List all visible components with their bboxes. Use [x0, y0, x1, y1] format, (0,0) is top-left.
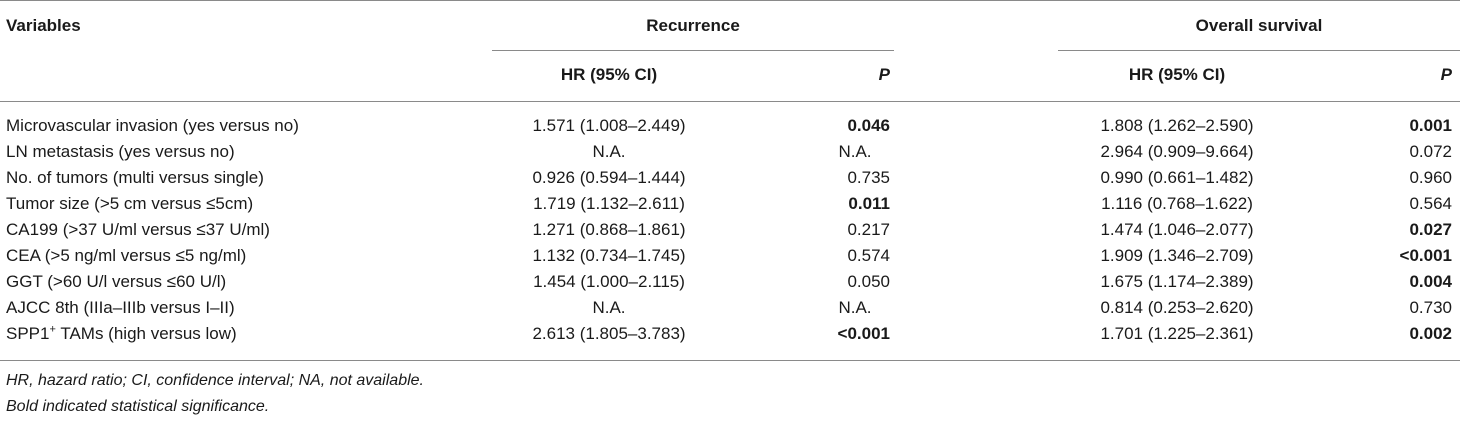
os-hr-cell: 0.814 (0.253–2.620)	[1100, 298, 1254, 317]
recurrence-p-cell: 0.050	[847, 272, 890, 291]
table-row: CA199 (>37 U/ml versus ≤37 U/ml) 1.271 (0…	[0, 217, 1460, 243]
recurrence-p-cell: 0.574	[847, 246, 890, 265]
header-os-hr: HR (95% CI)	[1128, 65, 1226, 84]
variable-cell: LN metastasis (yes versus no)	[6, 142, 235, 161]
os-p-cell: 0.027	[1409, 220, 1452, 239]
variable-cell: GGT (>60 U/l versus ≤60 U/l)	[6, 272, 227, 291]
table-row: Tumor size (>5 cm versus ≤5cm) 1.719 (1.1…	[0, 191, 1460, 217]
overall-survival-group-rule	[1058, 50, 1460, 51]
recurrence-p-cell: N.A.	[838, 142, 872, 161]
os-hr-cell: 1.474 (1.046–2.077)	[1100, 220, 1254, 239]
os-hr-cell: 1.701 (1.225–2.361)	[1100, 324, 1254, 343]
recurrence-hr-cell: 1.719 (1.132–2.611)	[533, 194, 685, 213]
os-hr-cell: 1.909 (1.346–2.709)	[1100, 246, 1254, 265]
variable-cell: Tumor size (>5 cm versus ≤5cm)	[6, 194, 254, 213]
os-hr-cell: 1.808 (1.262–2.590)	[1100, 116, 1254, 135]
variable-cell: Microvascular invasion (yes versus no)	[6, 116, 299, 135]
recurrence-p-cell: 0.735	[847, 168, 890, 187]
recurrence-hr-cell: 1.132 (0.734–1.745)	[532, 246, 686, 265]
recurrence-p-cell: 0.011	[848, 194, 890, 213]
recurrence-hr-cell: 1.571 (1.008–2.449)	[532, 116, 686, 135]
os-hr-cell: 1.675 (1.174–2.389)	[1100, 272, 1254, 291]
header-bottom-rule	[0, 101, 1460, 102]
os-p-cell: 0.004	[1409, 272, 1452, 291]
recurrence-p-cell: 0.217	[847, 220, 890, 239]
header-overall-survival: Overall survival	[1195, 16, 1323, 35]
table-row: CEA (>5 ng/ml versus ≤5 ng/ml) 1.132 (0.7…	[0, 243, 1460, 269]
recurrence-p-cell: 0.046	[847, 116, 890, 135]
variable-cell: CA199 (>37 U/ml versus ≤37 U/ml)	[6, 220, 270, 239]
header-os-p: P	[1440, 65, 1452, 84]
os-hr-cell: 1.116 (0.768–1.622)	[1101, 194, 1253, 213]
footnote-bold-note: Bold indicated statistical significance.	[6, 398, 270, 415]
header-recurrence: Recurrence	[646, 16, 740, 35]
recurrence-hr-cell: 1.271 (0.868–1.861)	[532, 220, 686, 239]
table-row: Microvascular invasion (yes versus no) 1.…	[0, 113, 1460, 139]
variable-cell: No. of tumors (multi versus single)	[6, 168, 264, 187]
recurrence-hr-cell: 1.454 (1.000–2.115)	[533, 272, 685, 291]
os-p-cell: 0.730	[1409, 298, 1452, 317]
header-rec-hr: HR (95% CI)	[560, 65, 658, 84]
variable-cell: CEA (>5 ng/ml versus ≤5 ng/ml)	[6, 246, 247, 265]
table-row: SPP1+ TAMs (high versus low) 2.613 (1.805…	[0, 321, 1460, 347]
os-p-cell: 0.002	[1409, 324, 1452, 343]
table-row: LN metastasis (yes versus no) N.A. N.A. 2.9…	[0, 139, 1460, 165]
os-hr-cell: 0.990 (0.661–1.482)	[1100, 168, 1254, 187]
os-hr-cell: 2.964 (0.909–9.664)	[1100, 142, 1254, 161]
recurrence-hr-cell: 2.613 (1.805–3.783)	[532, 324, 686, 343]
table-row: GGT (>60 U/l versus ≤60 U/l) 1.454 (1.000…	[0, 269, 1460, 295]
recurrence-p-cell: <0.001	[837, 324, 890, 343]
variable-cell: AJCC 8th (IIIa–IIIb versus I–II)	[6, 298, 235, 317]
os-p-cell: 0.564	[1409, 194, 1452, 213]
os-p-cell: <0.001	[1399, 246, 1452, 265]
recurrence-hr-cell: N.A.	[592, 142, 626, 161]
os-p-cell: 0.960	[1409, 168, 1452, 187]
header-rec-p: P	[878, 65, 890, 84]
os-p-cell: 0.001	[1409, 116, 1452, 135]
os-p-cell: 0.072	[1409, 142, 1452, 161]
table-bottom-rule	[0, 360, 1460, 361]
recurrence-group-rule	[492, 50, 894, 51]
recurrence-p-cell: N.A.	[838, 298, 872, 317]
header-variables: Variables	[6, 16, 81, 35]
recurrence-hr-cell: 0.926 (0.594–1.444)	[532, 168, 686, 187]
table-row: No. of tumors (multi versus single) 0.926…	[0, 165, 1460, 191]
table-row: AJCC 8th (IIIa–IIIb versus I–II) N.A. N.A.…	[0, 295, 1460, 321]
footnote-abbreviations: HR, hazard ratio; CI, confidence interva…	[6, 372, 424, 389]
recurrence-hr-cell: N.A.	[592, 298, 626, 317]
variable-cell: SPP1+ TAMs (high versus low)	[6, 323, 237, 343]
top-rule	[0, 0, 1460, 1]
